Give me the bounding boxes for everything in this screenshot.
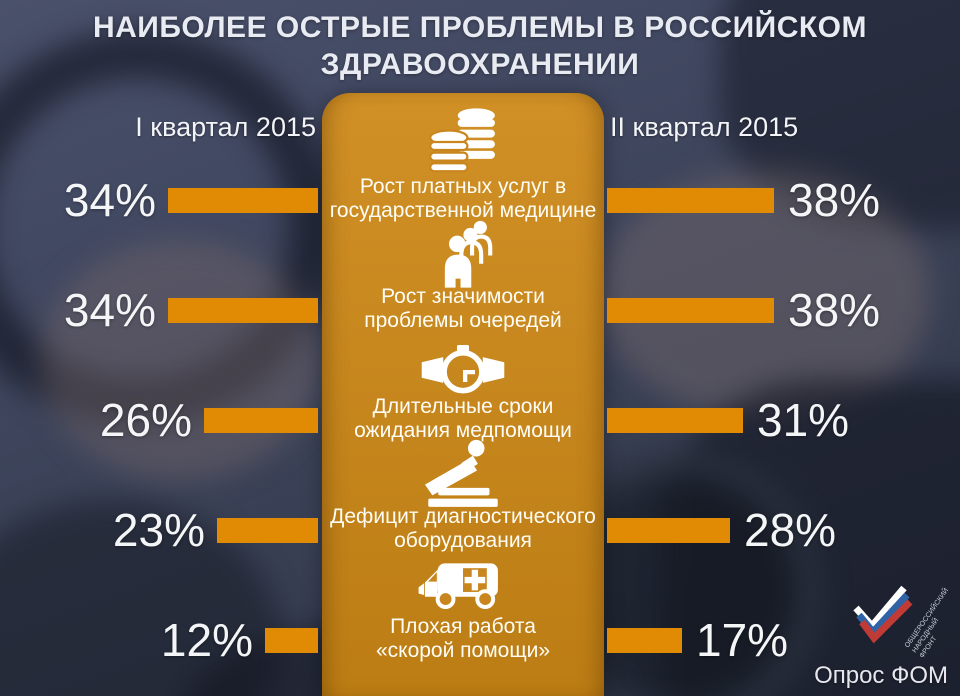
value-label: 23% [112, 504, 205, 556]
value-label: 28% [744, 504, 837, 556]
value-bar [168, 297, 318, 323]
value-label: 34% [63, 174, 156, 226]
value-label: 34% [63, 284, 156, 336]
bed-icon [322, 438, 604, 508]
value-bar [607, 627, 682, 653]
bar-group-right: 31% [607, 390, 849, 450]
category-label: Длительные сроки ожидания медпомощи [354, 395, 572, 442]
column-header-quarter-1: I квартал 2015 [135, 112, 316, 142]
queue-icon [322, 218, 604, 288]
ambulance-icon [322, 558, 604, 618]
bar-group-left: 34% [64, 170, 318, 230]
bar-group-right: 28% [607, 500, 836, 560]
value-bar [607, 517, 730, 543]
onf-logo-text: ОБЩЕРОССИЙСКИЙ НАРОДНЫЙ ФРОНТ [902, 586, 950, 659]
column-header-quarter-2: II квартал 2015 [610, 112, 799, 142]
bar-group-right: 38% [607, 280, 880, 340]
value-bar [168, 187, 318, 213]
coins-icon [322, 106, 604, 178]
value-label: 17% [696, 614, 789, 666]
value-label: 38% [788, 174, 881, 226]
value-label: 38% [788, 284, 881, 336]
category-label: Рост платных услуг в государственной меди… [329, 175, 597, 222]
value-bar [217, 517, 318, 543]
value-label: 26% [99, 394, 192, 446]
bar-group-right: 17% [607, 610, 788, 670]
category-label: Дефицит диагностического оборудования [330, 505, 596, 552]
flag-stripe-red [859, 599, 913, 644]
bar-group-left: 26% [100, 390, 318, 450]
bar-group-right: 38% [607, 170, 880, 230]
bar-group-left: 34% [64, 280, 318, 340]
hand-left-shape [40, 240, 320, 480]
value-bar [607, 407, 743, 433]
value-label: 12% [160, 614, 253, 666]
value-bar [607, 297, 774, 323]
bar-group-left: 12% [161, 610, 318, 670]
page-title: НАИБОЛЕЕ ОСТРЫЕ ПРОБЛЕМЫ В РОССИЙСКОМ ЗД… [92, 11, 868, 81]
value-bar [204, 407, 318, 433]
category-label: Плохая работа «скорой помощи» [375, 615, 551, 662]
watch-icon [322, 342, 604, 398]
value-bar [265, 627, 318, 653]
survey-source-label: Опрос ФОМ [814, 662, 948, 689]
bar-group-left: 23% [113, 500, 318, 560]
value-label: 31% [757, 394, 850, 446]
onf-logo-icon: ОБЩЕРОССИЙСКИЙ НАРОДНЫЙ ФРОНТ [853, 585, 950, 659]
category-label: Рост значимости проблемы очередей [364, 285, 562, 332]
footer: ОБЩЕРОССИЙСКИЙ НАРОДНЫЙ ФРОНТ Опрос ФОМ [814, 582, 952, 690]
value-bar [607, 187, 774, 213]
